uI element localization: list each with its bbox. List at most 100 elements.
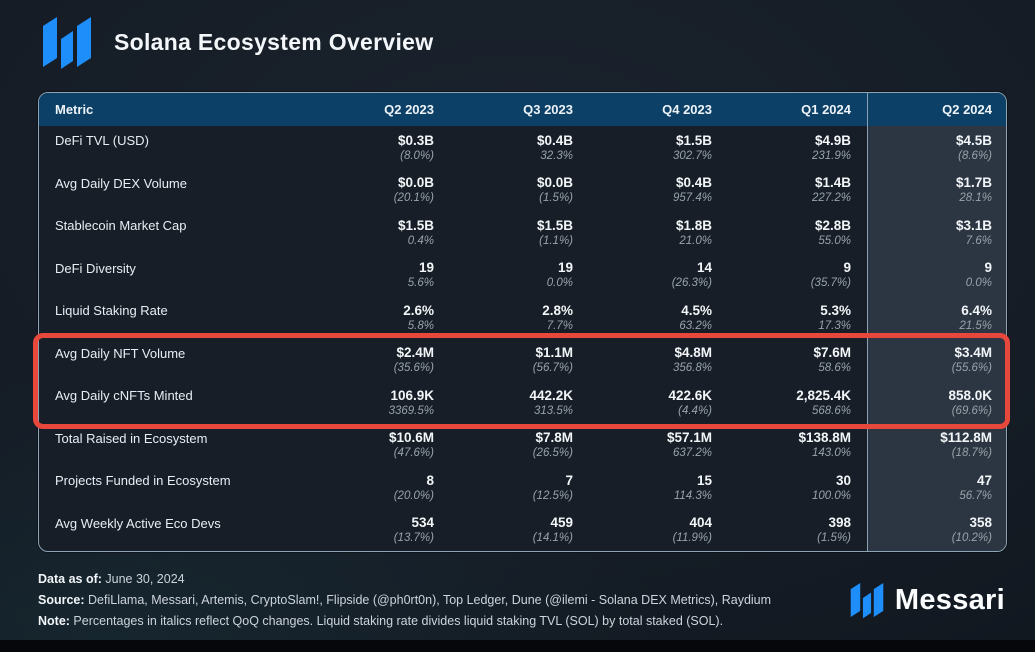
value-cell: 858.0K (69.6%) [867,381,1006,424]
value-cell: $1.4B 227.2% [728,169,867,212]
quarter-value: $112.8M [940,430,992,446]
qoq-change: 3369.5% [388,404,434,417]
note-value: Percentages in italics reflect QoQ chang… [69,614,724,628]
quarter-value: 534 [411,515,434,531]
metric-cell: Projects Funded in Ecosystem [55,473,231,488]
quarter-value: $4.8M [674,345,712,361]
value-cell: $0.0B (20.1%) [311,169,450,212]
value-cell: $2.8B 55.0% [728,211,867,254]
quarter-value: 459 [550,515,573,531]
value-cell: 7 (12.5%) [450,466,589,509]
value-cell: 404 (11.9%) [589,509,728,552]
quarter-value: 15 [696,472,712,488]
page-title: Solana Ecosystem Overview [114,28,434,55]
qoq-change: (20.0%) [393,489,434,502]
quarter-value: 358 [969,515,992,531]
value-cell: $1.8B 21.0% [589,211,728,254]
slide-header: Solana Ecosystem Overview [40,14,433,70]
value-cell: 6.4% 21.5% [867,296,1006,339]
value-cell: 398 (1.5%) [728,509,867,552]
quarter-value: $7.6M [813,345,851,361]
quarter-value: 442.2K [529,387,573,403]
source-value: DefiLlama, Messari, Artemis, CryptoSlam!… [84,593,772,607]
column-header-q2-2024: Q2 2024 [867,93,1006,126]
value-cell: 442.2K 313.5% [450,381,589,424]
qoq-change: 7.7% [546,319,573,332]
table-body: DeFi TVL (USD) $0.3B (8.0%) $0.4B 32.3% $1.5B… [39,126,1006,551]
value-cell: $4.9B 231.9% [728,126,867,169]
quarter-value: $4.5B [955,132,992,148]
qoq-change: 143.0% [811,447,851,460]
metric-cell: Avg Weekly Active Eco Devs [55,515,221,531]
metric-cell: DeFi Diversity [55,260,136,276]
quarter-value: 106.9K [390,387,434,403]
value-cell: 8 (20.0%) [311,466,450,509]
value-cell: $1.7B 28.1% [867,168,1006,211]
quarter-value: 9 [843,260,851,276]
quarter-value: $0.4B [675,175,712,191]
quarter-value: $1.8B [675,217,712,233]
value-cell: 5.3% 17.3% [728,296,867,339]
qoq-change: (1.5%) [817,532,851,545]
quarter-value: $0.3B [397,132,434,148]
value-cell: $3.4M (55.6%) [867,338,1006,381]
qoq-change: 32.3% [540,149,573,162]
brand-wordmark: Messari [894,583,1005,616]
quarter-value: 858.0K [948,387,992,403]
quarter-value: 47 [976,472,992,488]
qoq-change: 100.0% [811,489,851,502]
quarter-value: $3.1B [955,217,992,233]
table-row: DeFi TVL (USD) $0.3B (8.0%) $0.4B 32.3% $1.5B… [39,126,1006,169]
qoq-change: 17.3% [818,319,851,332]
table-row: Avg Weekly Active Eco Devs 534 (13.7%) 459 (… [39,508,1006,552]
qoq-change: 302.7% [672,149,712,162]
quarter-value: $3.4M [954,345,992,361]
qoq-change: 28.1% [959,192,992,205]
qoq-change: (13.7%) [393,532,434,545]
table-row: Liquid Staking Rate 2.6% 5.8% 2.8% 7.7% 4.5% 6… [39,296,1006,339]
qoq-change: 356.8% [672,362,712,375]
value-cell: $4.5B (8.6%) [867,126,1006,169]
note-label: Note: [38,614,70,628]
qoq-change: (55.6%) [951,362,992,375]
quarter-value: $10.6M [388,430,434,446]
qoq-change: (1.5%) [539,192,573,205]
value-cell: $0.4B 957.4% [589,169,728,212]
value-cell: $112.8M (18.7%) [867,423,1006,466]
qoq-change: 568.6% [811,404,851,417]
messari-logo-icon [850,583,884,619]
qoq-change: (26.5%) [532,447,573,460]
value-cell: $1.5B 0.4% [311,211,450,254]
value-cell: 19 0.0% [450,254,589,297]
column-header-q4-2023: Q4 2023 [662,102,712,117]
footer-notes: Data as of: June 30, 2024 Source: DefiLl… [38,569,771,632]
table-row: Avg Daily cNFTs Minted 106.9K 3369.5% 442.2… [39,381,1006,424]
column-header-q1-2024: Q1 2024 [801,102,851,117]
quarter-value: 2.8% [542,302,573,318]
quarter-value: $1.5B [675,132,712,148]
quarter-value: 2.6% [403,302,434,318]
column-header-q3-2023: Q3 2023 [523,102,573,117]
qoq-change: (11.9%) [672,532,712,545]
value-cell: 19 5.6% [311,254,450,297]
value-cell: $1.1M (56.7%) [450,339,589,382]
note-line: Note: Percentages in italics reflect QoQ… [38,611,771,632]
qoq-change: (35.6%) [393,362,434,375]
quarter-value: 19 [418,260,434,276]
qoq-change: (18.7%) [951,447,992,460]
value-cell: 4.5% 63.2% [589,296,728,339]
qoq-change: 5.8% [407,319,434,332]
metric-cell: Avg Daily cNFTs Minted [55,388,193,403]
quarter-value: $7.8M [535,430,573,446]
qoq-change: (26.3%) [671,277,712,290]
quarter-value: $1.4B [814,175,851,191]
value-cell: $1.5B (1.1%) [450,211,589,254]
qoq-change: 21.5% [959,319,992,332]
quarter-value: $0.4B [536,132,573,148]
table-row: Avg Daily NFT Volume $2.4M (35.6%) $1.1M (56… [39,338,1006,382]
qoq-change: 55.0% [818,234,851,247]
table-row: Projects Funded in Ecosystem 8 (20.0%) 7 (12… [39,466,1006,509]
value-cell: 534 (13.7%) [311,509,450,552]
quarter-value: 14 [696,260,712,276]
